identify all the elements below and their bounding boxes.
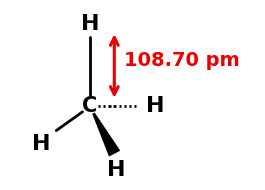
Text: H: H — [32, 134, 51, 154]
Text: H: H — [146, 96, 165, 116]
Text: 108.70 pm: 108.70 pm — [124, 51, 240, 70]
Polygon shape — [93, 113, 119, 156]
Text: C: C — [82, 96, 98, 116]
Text: H: H — [81, 14, 99, 34]
Text: H: H — [107, 160, 125, 180]
